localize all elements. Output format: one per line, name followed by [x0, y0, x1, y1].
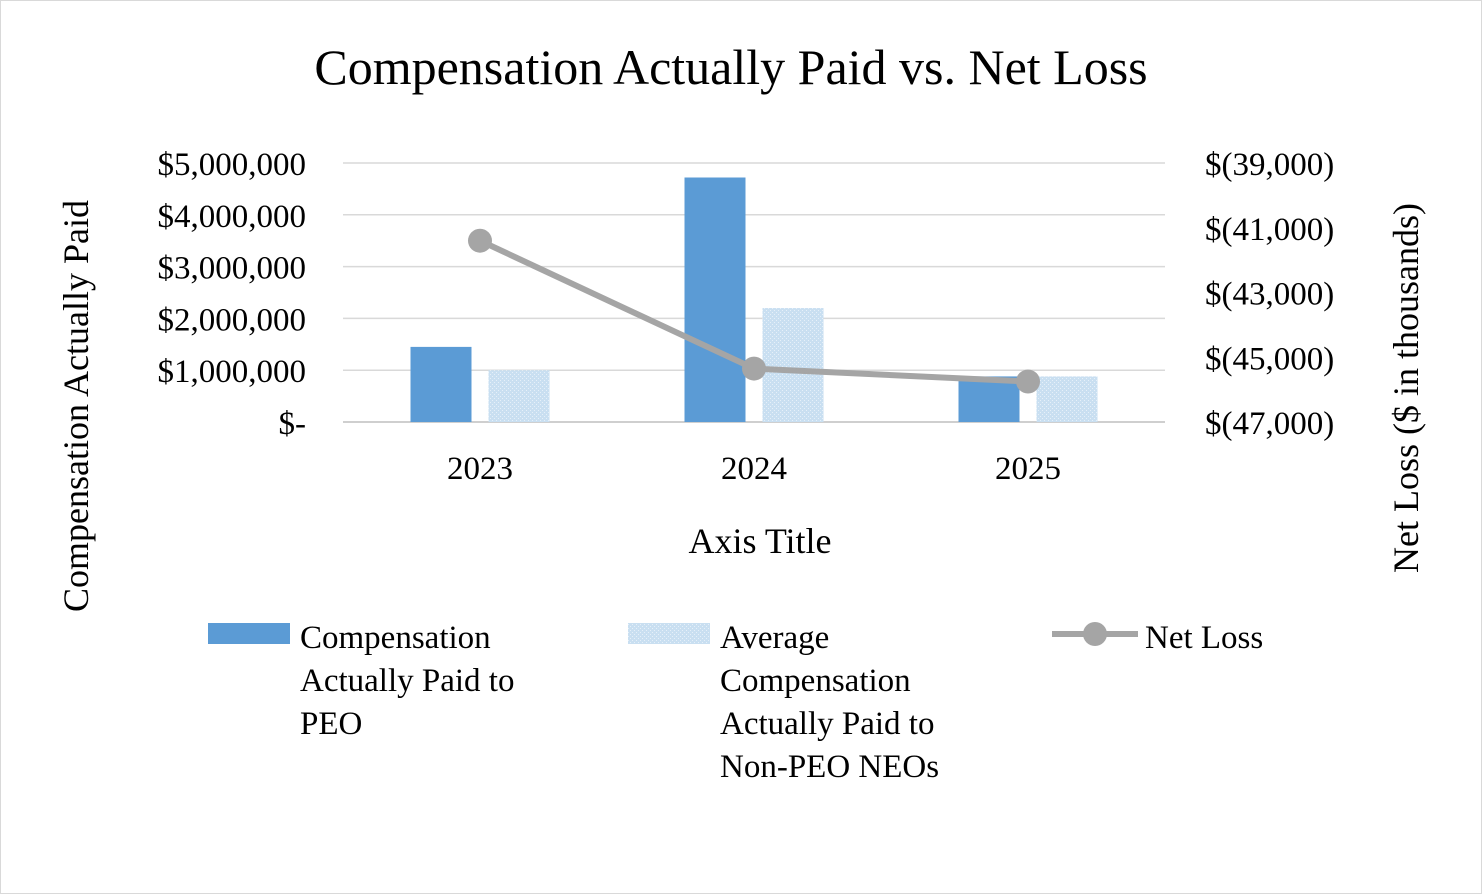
y-tick-label: $4,000,000 — [158, 199, 307, 235]
x-tick-label: 2024 — [721, 451, 787, 487]
bar — [1036, 376, 1098, 422]
y-tick-label: $- — [279, 406, 307, 442]
y-tick-label: $3,000,000 — [158, 251, 307, 287]
x-axis-title: Axis Title — [688, 521, 831, 561]
y-tick-label: $5,000,000 — [158, 147, 307, 183]
y2-axis-title: Net Loss ($ in thousands) — [1386, 203, 1426, 573]
legend-marker — [1083, 622, 1107, 646]
bar — [762, 308, 824, 422]
y-tick-label: $2,000,000 — [158, 302, 307, 338]
x-tick-label: 2023 — [447, 451, 513, 487]
y2-tick-label: $(47,000) — [1205, 406, 1334, 442]
legend-label: Net Loss — [1145, 620, 1263, 656]
y2-tick-label: $(45,000) — [1205, 341, 1334, 377]
y2-tick-label: $(41,000) — [1205, 212, 1334, 248]
legend-swatch — [208, 623, 290, 644]
bar — [958, 376, 1020, 422]
bar — [684, 177, 746, 422]
net-loss-point — [742, 356, 766, 381]
net-loss-point — [468, 228, 492, 253]
y-axis-title: Compensation Actually Paid — [56, 200, 96, 612]
net-loss-point — [1016, 369, 1040, 394]
chart-title: Compensation Actually Paid vs. Net Loss — [314, 39, 1147, 95]
bar — [410, 346, 472, 422]
legend-swatch — [628, 623, 710, 644]
y2-tick-label: $(39,000) — [1205, 147, 1334, 183]
legend-label: Average Compensation Actually Paid to Non-P… — [720, 620, 939, 785]
legend-label: Compensation Actually Paid to PEO — [300, 620, 514, 742]
bar — [488, 370, 550, 422]
x-tick-label: 2025 — [995, 451, 1061, 487]
y-tick-label: $1,000,000 — [158, 354, 307, 390]
y2-tick-label: $(43,000) — [1205, 277, 1334, 313]
